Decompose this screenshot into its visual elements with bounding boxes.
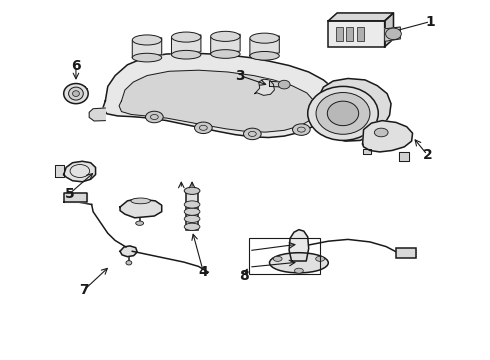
Ellipse shape [308, 86, 378, 140]
Polygon shape [317, 78, 391, 141]
Polygon shape [289, 230, 309, 261]
Ellipse shape [386, 28, 401, 40]
Ellipse shape [184, 208, 200, 215]
Ellipse shape [184, 215, 200, 222]
Polygon shape [119, 70, 317, 132]
Polygon shape [89, 108, 105, 121]
Ellipse shape [270, 253, 328, 273]
Ellipse shape [211, 50, 240, 58]
Ellipse shape [211, 31, 240, 41]
Polygon shape [385, 13, 393, 47]
Bar [396, 248, 416, 258]
Bar [249, 238, 320, 274]
Ellipse shape [250, 33, 279, 43]
Ellipse shape [131, 198, 150, 204]
Ellipse shape [132, 53, 162, 62]
Bar [346, 27, 353, 41]
Ellipse shape [69, 87, 83, 100]
Ellipse shape [316, 256, 324, 261]
Polygon shape [385, 27, 400, 41]
Ellipse shape [250, 51, 279, 60]
Polygon shape [172, 35, 201, 55]
Polygon shape [64, 193, 87, 202]
Ellipse shape [316, 93, 370, 134]
Text: 4: 4 [198, 265, 208, 279]
Polygon shape [211, 34, 240, 54]
Ellipse shape [278, 80, 290, 89]
Ellipse shape [273, 256, 282, 261]
Ellipse shape [184, 201, 200, 208]
Polygon shape [270, 81, 284, 87]
Ellipse shape [293, 124, 310, 135]
Text: 1: 1 [425, 15, 435, 28]
Polygon shape [64, 161, 96, 182]
Polygon shape [55, 165, 64, 177]
Polygon shape [363, 121, 413, 152]
Ellipse shape [126, 261, 132, 265]
Bar [336, 27, 343, 41]
Polygon shape [120, 199, 162, 218]
Text: 3: 3 [235, 69, 245, 82]
Polygon shape [399, 152, 409, 161]
Bar [357, 27, 364, 41]
Ellipse shape [244, 128, 261, 140]
Text: 8: 8 [239, 270, 248, 283]
Ellipse shape [374, 128, 388, 137]
Bar [328, 21, 385, 47]
Ellipse shape [146, 111, 163, 123]
Ellipse shape [136, 221, 144, 225]
Polygon shape [103, 53, 337, 138]
Polygon shape [255, 79, 274, 95]
Ellipse shape [64, 84, 88, 104]
Polygon shape [132, 38, 162, 58]
Polygon shape [120, 246, 137, 257]
Ellipse shape [195, 122, 212, 134]
Ellipse shape [184, 187, 200, 194]
Polygon shape [328, 13, 393, 21]
Ellipse shape [172, 32, 201, 42]
Bar [186, 191, 198, 230]
Text: 7: 7 [79, 283, 89, 297]
Text: 6: 6 [71, 59, 81, 72]
Ellipse shape [184, 223, 200, 230]
Ellipse shape [132, 35, 162, 45]
Ellipse shape [73, 91, 79, 96]
Polygon shape [250, 36, 279, 56]
Ellipse shape [172, 50, 201, 59]
Text: 2: 2 [422, 148, 432, 162]
Text: 5: 5 [65, 187, 74, 201]
Ellipse shape [327, 101, 359, 126]
Ellipse shape [294, 268, 303, 273]
Polygon shape [363, 149, 371, 154]
